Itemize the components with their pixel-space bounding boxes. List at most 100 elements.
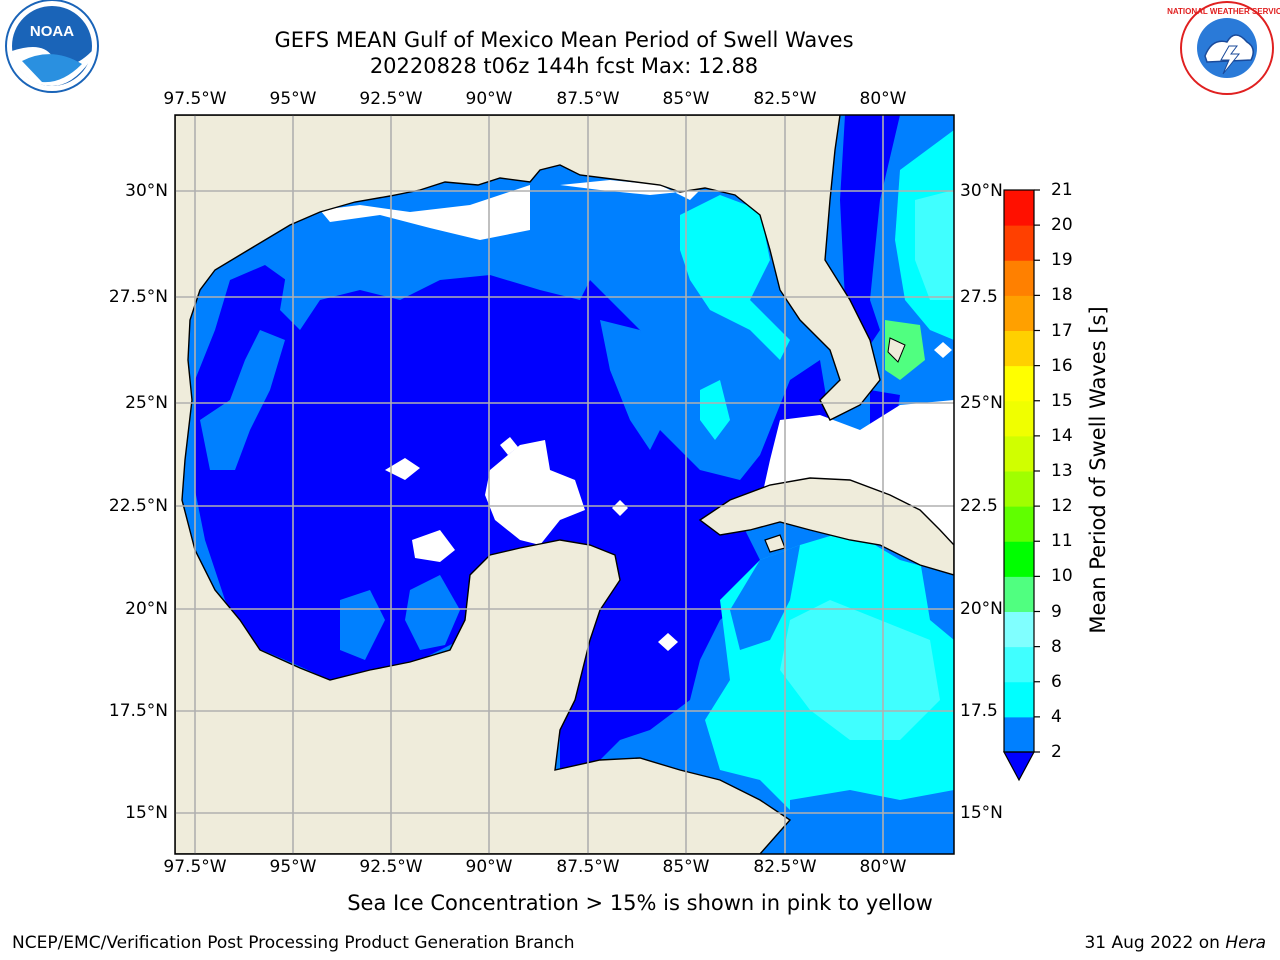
caribbean-blue-edge — [730, 545, 800, 650]
colorbar-segment — [1004, 646, 1034, 683]
colorbar-tick-label: 6 — [1051, 671, 1062, 692]
lon-label-top: 92.5°W — [359, 89, 423, 109]
lon-label-bottom: 87.5°W — [556, 857, 620, 877]
colorbar-tick-label: 14 — [1051, 425, 1073, 446]
colorbar-segment — [1004, 681, 1034, 718]
footer-date: 31 Aug 2022 on Hera — [1084, 933, 1266, 953]
colorbar-tick-label: 20 — [1051, 215, 1073, 236]
map-panel — [175, 115, 954, 854]
lon-label-bottom: 92.5°W — [359, 857, 423, 877]
lat-label-right: 15°N — [960, 803, 1003, 823]
colorbar-tick-label: 18 — [1051, 285, 1073, 306]
colorbar-segment — [1004, 576, 1034, 612]
lat-label-left: 22.5°N — [108, 496, 168, 516]
colorbar-segment — [1004, 611, 1034, 648]
missing-data-patch-2 — [412, 530, 455, 562]
land-cuba — [698, 477, 954, 576]
lat-label-right: 22.5 — [960, 496, 998, 516]
colorbar-tick-label: 4 — [1051, 706, 1062, 727]
colorbar-segment — [1004, 295, 1034, 331]
caribbean-light-cyan-patch — [780, 600, 940, 740]
atlantic-light-cyan-region — [915, 190, 954, 300]
lon-label-top: 97.5°W — [163, 89, 227, 109]
colorbar-segment — [1004, 716, 1034, 753]
colorbar-tick-label: 2 — [1051, 742, 1062, 762]
lat-label-left: 30°N — [125, 181, 168, 201]
colorbar-tick-label: 12 — [1051, 496, 1073, 517]
chart-subtitle: 20220828 t06z 144h fcst Max: 12.88 — [369, 54, 759, 78]
caribbean-blue-east — [920, 560, 954, 640]
colorbar-tick-label: 17 — [1051, 320, 1073, 341]
nws-logo: NATIONAL WEATHER SERVICE — [1167, 1, 1280, 95]
lat-label-left: 15°N — [125, 803, 168, 823]
footer-credit: NCEP/EMC/Verification Post Processing Pr… — [12, 933, 575, 953]
chart-title: GEFS MEAN Gulf of Mexico Mean Period of … — [274, 28, 854, 52]
colorbar-tick-label: 11 — [1051, 531, 1073, 552]
eastern-gulf-cyan-region — [680, 195, 790, 360]
colorbar-tick-label: 16 — [1051, 355, 1073, 376]
missing-data-patch-4 — [612, 500, 628, 516]
colorbar-tick-label: 8 — [1051, 636, 1062, 657]
gulf-blue-patch-sw — [340, 590, 385, 660]
lon-label-top: 85°W — [662, 89, 710, 109]
colorbar-segment — [1004, 260, 1034, 296]
colorbar-segment — [1004, 541, 1034, 577]
footer-host: Hera — [1225, 933, 1266, 953]
lon-label-bottom: 95°W — [269, 857, 317, 877]
lon-label-bottom: 85°W — [662, 857, 710, 877]
gulf-blue-patch-south — [405, 575, 460, 650]
map-frame — [174, 114, 955, 855]
colorbar-segment — [1004, 471, 1034, 507]
colorbar-tick-label: 19 — [1051, 250, 1073, 271]
gulf-blue-patch-north — [280, 215, 600, 330]
bahamas-green-patch — [885, 320, 925, 380]
colorbar-tick-label: 15 — [1051, 390, 1073, 411]
lon-label-top: 82.5°W — [753, 89, 817, 109]
colorbar-tick-label: 9 — [1051, 601, 1062, 622]
lon-label-top: 90°W — [465, 89, 513, 109]
colorbar-segment — [1004, 225, 1034, 261]
lat-label-right: 20°N — [960, 599, 1003, 619]
lat-label-right: 17.5 — [960, 701, 998, 721]
colorbar-segment — [1004, 400, 1034, 437]
colorbar-label: Mean Period of Swell Waves [s] — [1086, 306, 1110, 634]
noaa-logo-text: NOAA — [30, 23, 74, 40]
lat-label-left: 25°N — [125, 393, 168, 413]
lon-label-bottom: 97.5°W — [163, 857, 227, 877]
nws-logo-text: NATIONAL WEATHER SERVICE — [1167, 7, 1280, 16]
colorbar-tick-label: 21 — [1051, 180, 1073, 200]
atlantic-blue-strip — [840, 115, 900, 345]
missing-data-coastal-north — [320, 185, 530, 240]
footer-date-text: 31 Aug 2022 on — [1084, 933, 1226, 953]
colorbar-segment — [1004, 330, 1034, 367]
missing-data-patch-5 — [658, 633, 678, 651]
lon-label-bottom: 80°W — [859, 857, 907, 877]
lon-label-top: 95°W — [269, 89, 317, 109]
colorbar — [1002, 189, 1040, 782]
graticule — [175, 115, 954, 854]
colorbar-extend-triangle — [1002, 751, 1036, 782]
colorbar-segment — [1004, 365, 1034, 402]
missing-data-patch-1 — [385, 458, 420, 480]
lat-label-left: 27.5°N — [108, 287, 168, 307]
eastern-gulf-cyan-patch — [700, 380, 730, 440]
missing-data-central-gulf — [485, 440, 585, 545]
colorbar-tick-label: 10 — [1051, 566, 1073, 587]
gulf-blue-patch-west — [200, 330, 285, 470]
lon-label-top: 87.5°W — [556, 89, 620, 109]
colorbar-segment — [1004, 506, 1034, 542]
land-bahamas-andros — [887, 337, 906, 363]
lon-label-bottom: 82.5°W — [753, 857, 817, 877]
missing-data-patch-6 — [934, 342, 952, 358]
lat-label-left: 20°N — [125, 599, 168, 619]
colorbar-tick-label: 13 — [1051, 461, 1073, 481]
caribbean-blue-south — [790, 790, 954, 854]
gulf-blue-patch-central — [600, 320, 665, 450]
colorbar-segment — [1004, 190, 1034, 226]
lat-label-right: 27.5 — [960, 287, 998, 307]
lat-label-right: 25°N — [960, 393, 1003, 413]
colorbar-segment — [1004, 435, 1034, 472]
land-north-america — [175, 115, 881, 854]
lon-label-top: 80°W — [859, 89, 907, 109]
